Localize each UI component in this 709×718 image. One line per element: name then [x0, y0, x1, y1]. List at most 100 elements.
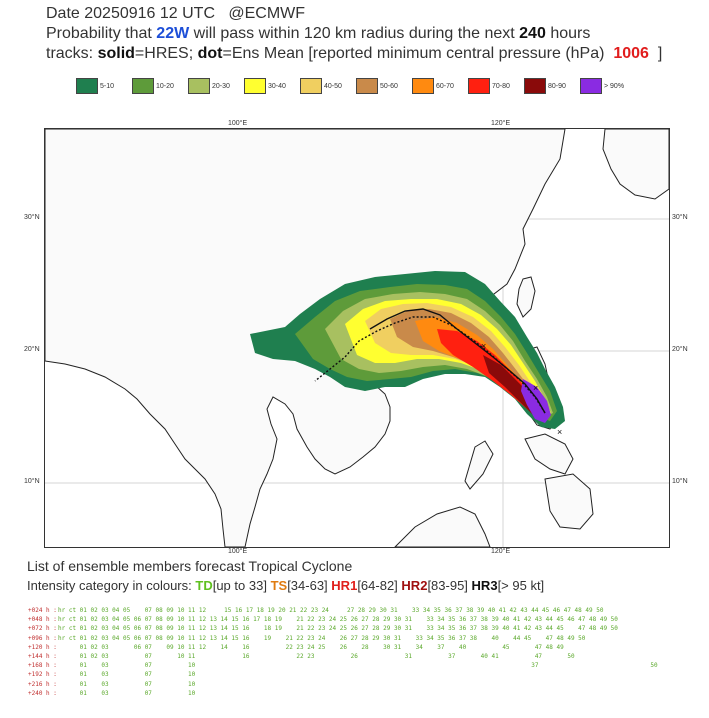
lead-time-label: +240 h : [28, 689, 57, 697]
table-row: +024 h :hr ct 01 02 03 04 05 07 08 09 10… [28, 606, 698, 615]
lead-time-label: +096 h : [28, 634, 57, 642]
legend-swatch [76, 78, 98, 94]
track-marker: × [481, 341, 486, 351]
forecast-date: Date 20250916 12 UTC [46, 5, 215, 22]
hr1-label: HR1 [331, 578, 358, 593]
legend-item: 50-60 [356, 78, 398, 94]
legend-item: > 90% [580, 78, 624, 94]
header-text: tracks: [46, 45, 94, 62]
legend-label: 80-90 [548, 82, 566, 90]
lead-time-label: +120 h : [28, 643, 57, 651]
legend-swatch [524, 78, 546, 94]
legend-label: 60-70 [436, 82, 454, 90]
visayas-islands [524, 433, 574, 475]
storm-id: 22W [156, 25, 190, 42]
lat-tick: 30°N [672, 214, 688, 221]
header-text: will pass within 120 km radius during th… [193, 25, 515, 42]
lon-tick: 120°E [491, 548, 511, 555]
intensity-prefix: Intensity category in colours: [27, 578, 192, 593]
hr2-label: HR2 [401, 578, 428, 593]
lead-time-label: +192 h : [28, 671, 57, 679]
header-line-2: Probability that 22W will pass within 12… [46, 24, 706, 44]
ts-label: TS [270, 578, 288, 593]
legend-swatch [132, 78, 154, 94]
member-list: hr ct 01 02 03 04 05 06 07 08 09 10 11 1… [58, 616, 618, 624]
taiwan-island [516, 276, 536, 318]
legend-swatch [188, 78, 210, 94]
lead-time-label: +048 h : [28, 616, 57, 624]
borneo-coast [393, 506, 491, 548]
header-line-3: tracks: solid=HRES; dot=Ens Mean [report… [46, 44, 706, 64]
member-list: hr ct 01 02 03 04 05 06 07 08 09 10 11 1… [58, 634, 586, 642]
legend-item: 5-10 [76, 78, 114, 94]
lead-time-label: +024 h : [28, 607, 57, 614]
ens-mean-track [314, 316, 546, 414]
member-list: 01 02 03 06 07 09 10 11 12 14 16 22 23 2… [58, 643, 564, 651]
table-row: +144 h : 01 02 03 07 10 11 16 22 23 26 3… [28, 652, 698, 661]
table-row: +048 h :hr ct 01 02 03 04 05 06 07 08 09… [28, 615, 698, 624]
lon-tick: 100°E [228, 548, 248, 555]
member-list: hr ct 01 02 03 04 05 07 08 09 10 11 12 1… [58, 607, 604, 614]
legend-label: 40-50 [324, 82, 342, 90]
hres-track [369, 308, 546, 414]
lat-tick: 30°N [24, 214, 40, 221]
lat-tick: 20°N [24, 346, 40, 353]
ts-range: [34-63] [287, 578, 328, 593]
header: Date 20250916 12 UTC @ECMWF Probability … [46, 4, 706, 64]
track-marker: × [557, 427, 562, 437]
legend-item: 70-80 [468, 78, 510, 94]
legend-label: 50-60 [380, 82, 398, 90]
lead-time-label: +168 h : [28, 662, 57, 670]
members-title: List of ensemble members forecast Tropic… [27, 558, 353, 574]
member-list: 01 03 07 10 [58, 680, 196, 688]
legend-swatch [356, 78, 378, 94]
track-marker: × [533, 383, 538, 393]
legend-label: 70-80 [492, 82, 510, 90]
legend-swatch [468, 78, 490, 94]
td-label: TD [195, 578, 213, 593]
probability-shading [250, 271, 565, 429]
dot-label: dot [197, 45, 223, 62]
intensity-legend: Intensity category in colours: TD[up to … [27, 578, 544, 593]
lead-time-label: +144 h : [28, 652, 57, 660]
pressure-value: 1006 [613, 45, 649, 62]
legend-item: 20-30 [188, 78, 230, 94]
mindanao-island [544, 473, 594, 530]
table-row: +168 h : 01 03 07 10 37 50 [28, 661, 698, 670]
td-range: [up to 33] [212, 578, 267, 593]
member-list: 01 02 03 07 10 11 16 22 23 26 31 37 40 4… [58, 652, 575, 660]
member-list: 01 03 07 10 37 50 [58, 662, 658, 670]
hours-value: 240 [519, 25, 546, 42]
table-row: +192 h : 01 03 07 10 [28, 670, 698, 679]
legend-item: 60-70 [412, 78, 454, 94]
member-list: 01 03 07 10 [58, 671, 196, 679]
hr2-range: [83-95] [427, 578, 468, 593]
brand: @ECMWF [228, 5, 306, 22]
lon-tick: 100°E [228, 120, 248, 127]
legend-swatch [244, 78, 266, 94]
hr3-range: [> 95 kt] [497, 578, 545, 593]
header-line-1: Date 20250916 12 UTC @ECMWF [46, 4, 706, 24]
header-text: =Ens Mean [reported minimum central pres… [222, 45, 605, 62]
table-row: +120 h : 01 02 03 06 07 09 10 11 12 14 1… [28, 643, 698, 652]
header-text: hours [550, 25, 591, 42]
map-panel: × × × [44, 128, 670, 548]
table-row: +096 h :hr ct 01 02 03 04 05 06 07 08 09… [28, 634, 698, 643]
header-text: =HRES; [134, 45, 194, 62]
member-list: 01 03 07 10 [58, 689, 196, 697]
legend-item: 30-40 [244, 78, 286, 94]
hr3-label: HR3 [471, 578, 498, 593]
solid-label: solid [97, 45, 135, 62]
lon-tick: 120°E [491, 120, 511, 127]
header-text: ] [657, 45, 663, 62]
legend-label: 30-40 [268, 82, 286, 90]
header-text: Probability that [46, 25, 152, 42]
hr1-range: [64-82] [357, 578, 398, 593]
legend-item: 40-50 [300, 78, 342, 94]
member-list: hr ct 01 02 03 04 05 06 07 08 09 10 11 1… [58, 625, 618, 633]
legend-swatch [300, 78, 322, 94]
legend-item: 80-90 [524, 78, 566, 94]
lat-tick: 20°N [672, 346, 688, 353]
table-row: +072 h :hr ct 01 02 03 04 05 06 07 08 09… [28, 624, 698, 633]
members-table: +024 h :hr ct 01 02 03 04 05 07 08 09 10… [28, 606, 698, 714]
